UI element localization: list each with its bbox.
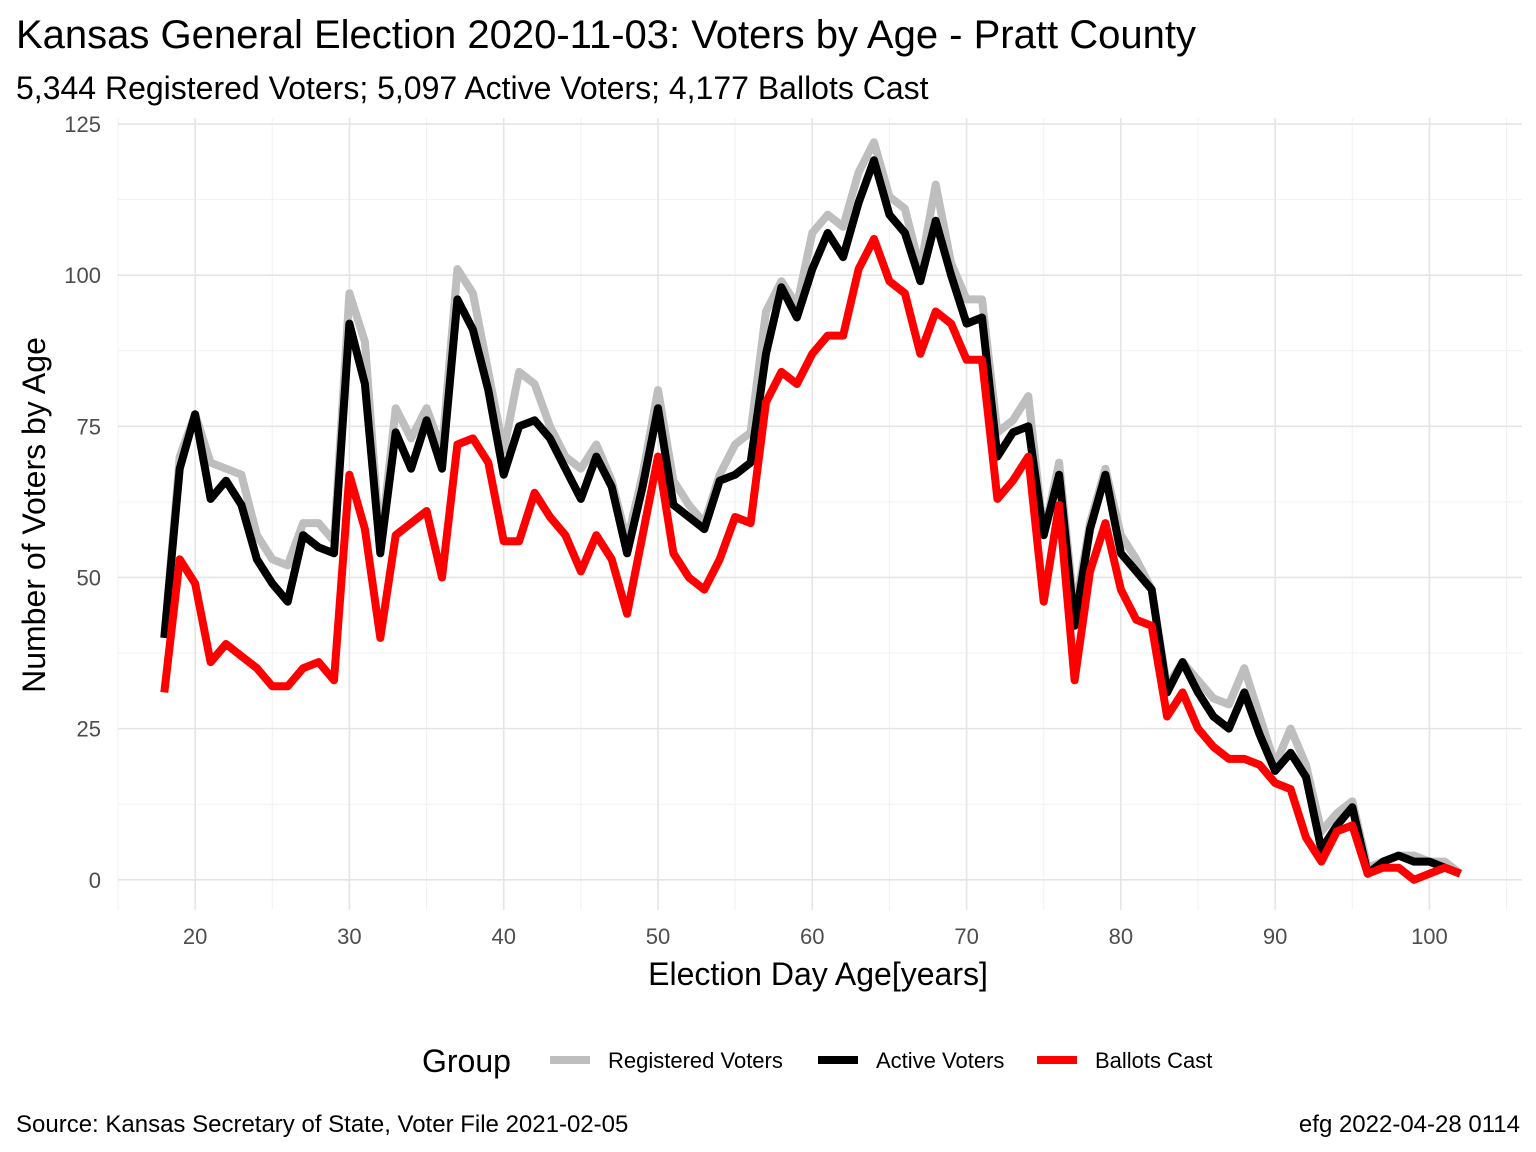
- x-tick-label: 90: [1263, 924, 1287, 949]
- x-tick-label: 100: [1411, 924, 1448, 949]
- y-tick-label: 75: [77, 414, 101, 439]
- credit-caption: efg 2022-04-28 0114: [1299, 1111, 1520, 1138]
- y-axis: 0 25 50 75 100 125: [64, 112, 101, 893]
- x-tick-label: 50: [646, 924, 670, 949]
- x-tick-label: 70: [954, 924, 978, 949]
- x-tick-label: 60: [800, 924, 824, 949]
- x-tick-label: 40: [491, 924, 515, 949]
- y-tick-label: 100: [64, 263, 101, 288]
- x-tick-label: 80: [1109, 924, 1133, 949]
- y-tick-label: 0: [89, 868, 101, 893]
- y-tick-label: 50: [77, 565, 101, 590]
- x-axis: 20 30 40 50 60 70 80 90 100: [183, 924, 1448, 949]
- legend-label: Ballots Cast: [1095, 1048, 1212, 1073]
- legend-label: Active Voters: [876, 1048, 1004, 1073]
- series-line-ballots-cast: [160, 234, 1462, 884]
- y-tick-label: 125: [64, 112, 101, 137]
- x-tick-label: 30: [337, 924, 361, 949]
- x-tick-label: 20: [183, 924, 207, 949]
- source-caption: Source: Kansas Secretary of State, Voter…: [16, 1111, 628, 1138]
- legend: Group Registered Voters Active Voters Ball…: [422, 1043, 1212, 1079]
- legend-label: Registered Voters: [608, 1048, 783, 1073]
- x-axis-title: Election Day Age[years]: [648, 956, 988, 992]
- y-axis-title: Number of Voters by Age: [16, 337, 52, 693]
- chart-title: Kansas General Election 2020-11-03: Vote…: [16, 13, 1196, 57]
- legend-title: Group: [422, 1043, 511, 1079]
- series-lines: [160, 138, 1463, 884]
- y-tick-label: 25: [77, 717, 101, 742]
- chart-subtitle: 5,344 Registered Voters; 5,097 Active Vo…: [16, 70, 929, 106]
- series-line-active-voters: [160, 156, 1462, 878]
